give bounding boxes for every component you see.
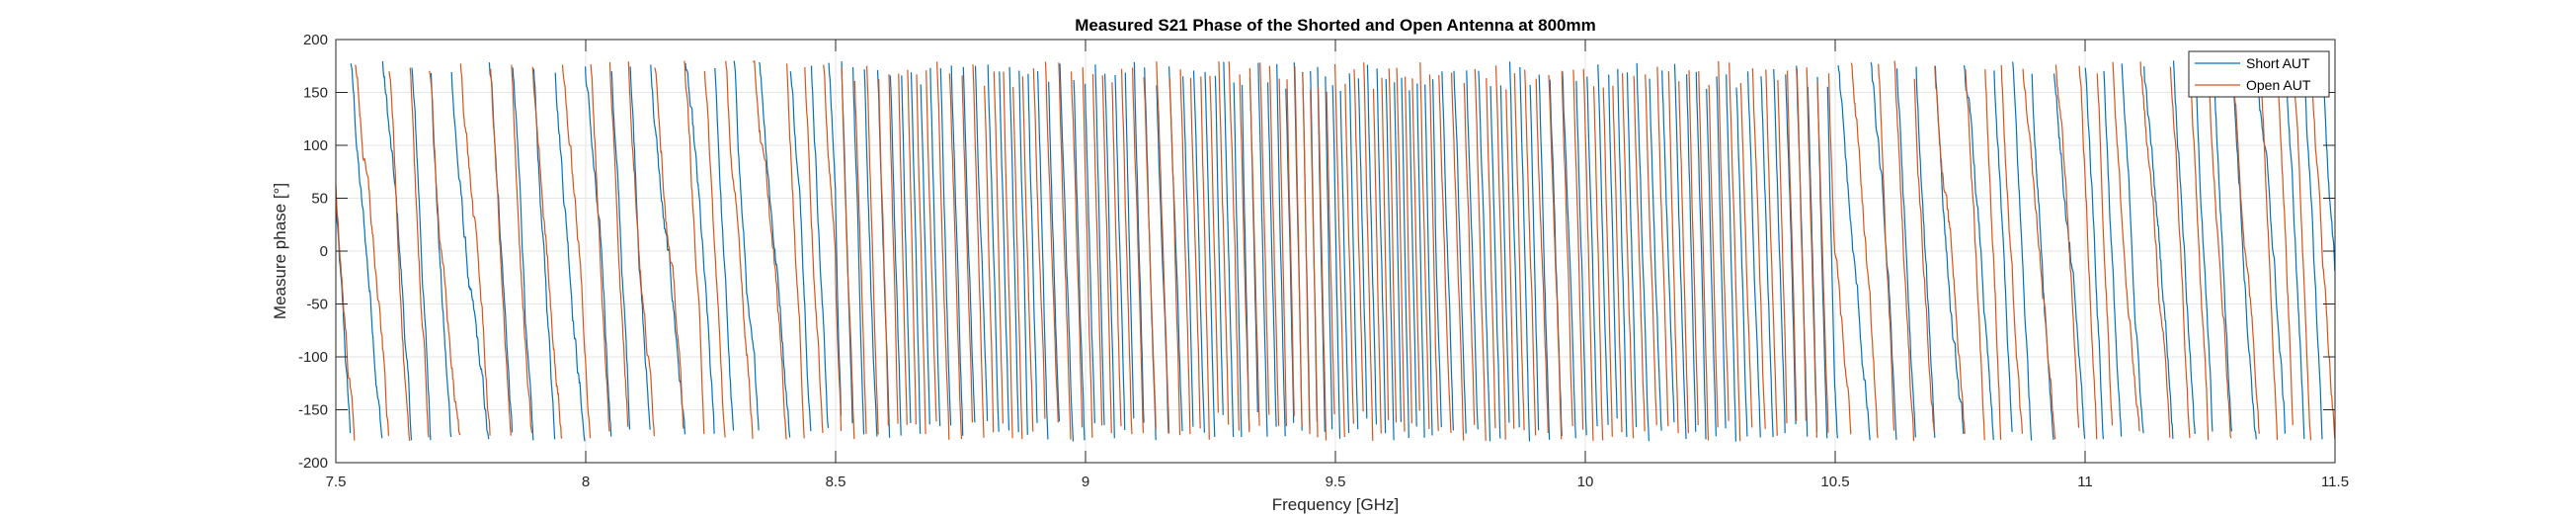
y-tick-labels: -200 -150 -100 -50 0 50 100 150 200 — [298, 32, 328, 472]
y-tick-label: -50 — [306, 297, 328, 313]
x-tick-label: 8 — [582, 474, 590, 490]
y-tick-label: -150 — [298, 402, 328, 419]
y-tick-label: 50 — [311, 191, 328, 208]
x-tick-label: 8.5 — [826, 474, 846, 490]
x-tick-labels: 7.5 8 8.5 9 9.5 10 10.5 11 11.5 — [326, 474, 2349, 490]
x-tick-label: 11.5 — [2321, 474, 2349, 490]
y-tick-label: -100 — [298, 349, 328, 366]
x-tick-label: 11 — [2077, 474, 2093, 490]
chart-title: Measured S21 Phase of the Shorted and Op… — [1075, 16, 1595, 35]
legend: Short AUT Open AUT — [2188, 50, 2330, 98]
y-tick-label: 0 — [320, 243, 328, 260]
series-line-open-aut — [336, 60, 2335, 442]
y-tick-label: -200 — [298, 455, 328, 472]
y-tick-label: 150 — [303, 85, 328, 102]
y-tick-label: 100 — [303, 137, 328, 154]
x-tick-label: 9 — [1082, 474, 1089, 490]
tick-marks — [335, 39, 2336, 464]
legend-label-short-aut: Short AUT — [2246, 55, 2310, 71]
y-tick-label: 200 — [303, 32, 328, 48]
x-axis-label: Frequency [GHz] — [1272, 495, 1400, 514]
legend-label-open-aut: Open AUT — [2246, 77, 2311, 93]
x-tick-label: 10.5 — [1820, 474, 1849, 490]
y-axis-label: Measure phase [°] — [271, 183, 289, 319]
x-tick-label: 9.5 — [1326, 474, 1346, 490]
x-tick-label: 7.5 — [326, 474, 347, 490]
plot-area — [336, 60, 2335, 442]
legend-box — [2188, 50, 2330, 98]
x-tick-label: 10 — [1577, 474, 1594, 490]
